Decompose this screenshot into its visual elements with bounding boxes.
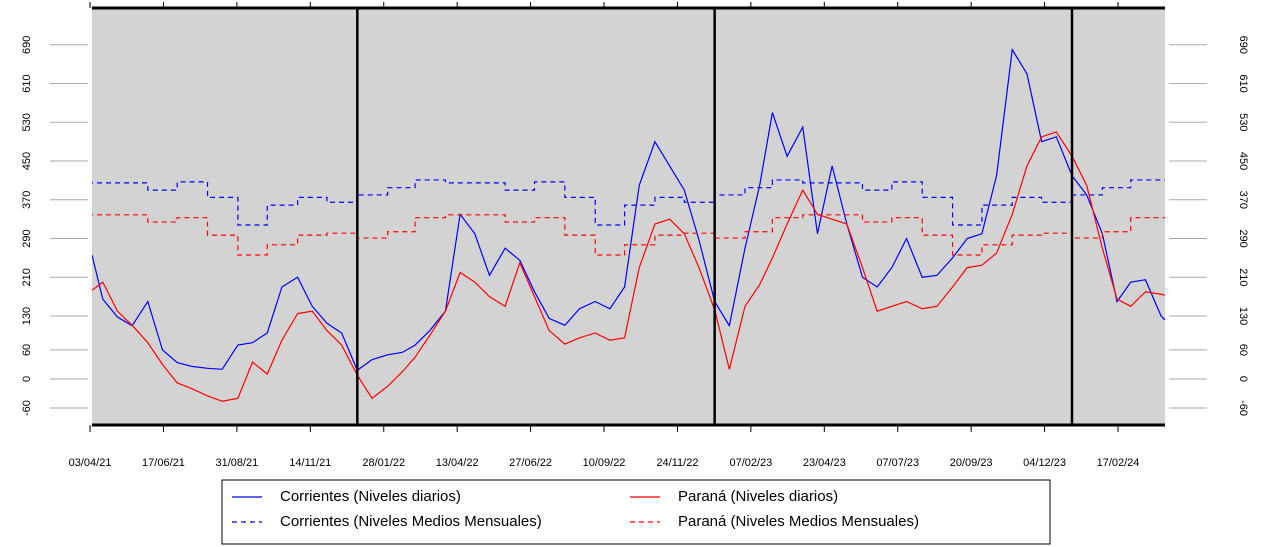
axes: -60 -60 0 0 60 60 130 130 210 210 290 290 370 370 450 4…	[21, 2, 1249, 469]
y-tick-label: 450	[21, 152, 33, 170]
y-tick-label: 610	[21, 74, 33, 92]
x-tick-label: 17/06/21	[142, 457, 185, 469]
y-tick-label: 370	[1237, 191, 1249, 209]
y-tick-label: 60	[1237, 344, 1249, 356]
x-tick-label: 27/06/22	[509, 457, 552, 469]
legend-box	[221, 479, 1051, 545]
x-tick-label: 13/04/22	[436, 457, 479, 469]
x-tick-label: 07/02/23	[729, 457, 772, 469]
monthly-mean-line	[92, 179, 1165, 226]
y-tick-label: 130	[21, 307, 33, 325]
monthly-mean-line	[92, 214, 1165, 256]
x-tick-label: 03/04/21	[69, 457, 112, 469]
x-tick-label: 10/09/22	[583, 457, 626, 469]
y-tick-label: 530	[21, 113, 33, 131]
x-tick-label: 28/01/22	[362, 457, 405, 469]
y-tick-label: -60	[1237, 400, 1249, 416]
x-tick-label: 07/07/23	[876, 457, 919, 469]
y-tick-label: 610	[1237, 74, 1249, 92]
legend: Corrientes (Niveles diarios) Corrientes (…	[232, 488, 919, 530]
y-tick-label: -60	[21, 400, 33, 416]
x-tick-label: 24/11/22	[656, 457, 698, 469]
y-tick-label: 370	[21, 191, 33, 209]
x-tick-label: 04/12/23	[1023, 457, 1066, 469]
x-tick-label: 31/08/21	[215, 457, 258, 469]
y-tick-label: 530	[1237, 113, 1249, 131]
y-tick-label: 450	[1237, 152, 1249, 170]
legend-label: Paraná (Niveles diarios)	[678, 488, 838, 505]
y-tick-label: 60	[21, 344, 33, 356]
x-tick-label: 17/02/24	[1097, 457, 1140, 469]
y-tick-label: 290	[21, 229, 33, 247]
legend-label: Corrientes (Niveles Medios Mensuales)	[280, 513, 542, 530]
y-tick-label: 290	[1237, 229, 1249, 247]
y-tick-label: 0	[21, 376, 33, 382]
y-tick-label: 0	[1237, 376, 1249, 382]
y-tick-label: 130	[1237, 307, 1249, 325]
legend-label: Paraná (Niveles Medios Mensuales)	[678, 513, 919, 530]
y-tick-label: 690	[21, 36, 33, 54]
y-tick-label: 690	[1237, 36, 1249, 54]
x-tick-label: 14/11/21	[289, 457, 331, 469]
x-tick-label: 20/09/23	[950, 457, 993, 469]
daily-line	[92, 131, 1165, 402]
daily-line	[92, 47, 1165, 372]
plot-area	[92, 47, 1165, 402]
y-tick-label: 210	[1237, 268, 1249, 286]
y-tick-label: 210	[21, 268, 33, 286]
legend-label: Corrientes (Niveles diarios)	[280, 488, 461, 505]
x-tick-label: 23/04/23	[803, 457, 846, 469]
